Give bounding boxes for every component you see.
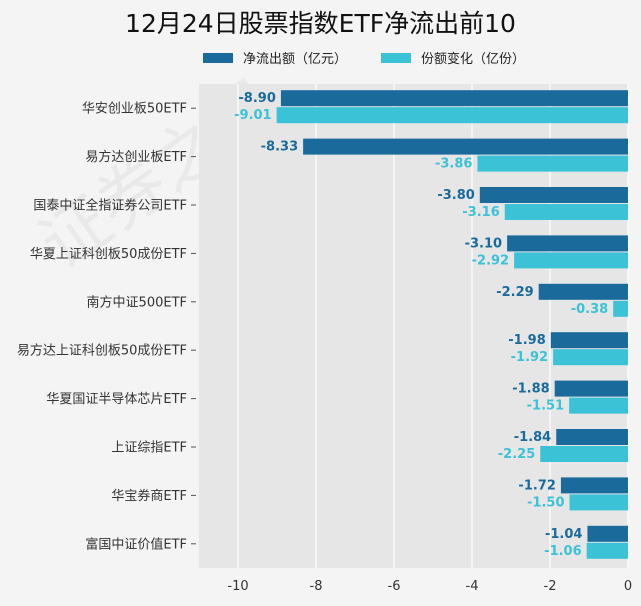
data-label: -0.38	[571, 302, 608, 317]
category-label: 国泰中证全指证券公司ETF	[33, 198, 187, 214]
category-label: 易方达创业板ETF	[85, 149, 187, 165]
data-label: -1.98	[508, 333, 545, 348]
data-label: -1.84	[514, 430, 551, 445]
bar-share-change	[613, 300, 628, 317]
bar-outflow	[554, 380, 628, 397]
bar-share-change	[504, 204, 628, 220]
category-label: 富国中证价值ETF	[85, 536, 187, 552]
category-label: 南方中证500ETF	[87, 294, 187, 310]
legend-label-outflow: 净流出额（亿元）	[243, 52, 348, 67]
category-label: 华安创业板50ETF	[82, 102, 187, 117]
legend-label-share-change: 份额变化（亿份）	[421, 52, 526, 67]
bar-share-change	[553, 349, 628, 366]
data-label: -2.29	[496, 285, 533, 300]
data-label: -1.88	[512, 382, 549, 397]
bar-outflow	[560, 477, 628, 494]
data-label: -3.16	[462, 205, 499, 220]
data-label: -1.72	[518, 478, 555, 493]
data-label: -1.06	[544, 544, 581, 559]
bar-outflow	[587, 525, 628, 542]
bar-outflow	[538, 283, 628, 300]
bar-outflow	[556, 429, 628, 445]
category-label: 易方达上证科创板50成份ETF	[17, 343, 187, 359]
bar-outflow	[550, 332, 628, 349]
data-label: -1.51	[527, 399, 564, 414]
x-tick-label: -4	[466, 579, 479, 594]
data-label: -1.50	[527, 495, 564, 510]
data-label: -3.80	[437, 188, 474, 203]
legend-swatch-share-change	[381, 52, 412, 63]
data-label: -8.90	[238, 91, 275, 106]
bar-outflow	[507, 235, 628, 252]
data-label: -1.92	[511, 350, 548, 365]
x-tick-label: 0	[624, 579, 632, 594]
bar-outflow	[479, 187, 628, 203]
data-label: -3.86	[435, 157, 472, 172]
x-tick-label: -2	[544, 579, 557, 594]
category-label: 上证综指ETF	[111, 441, 187, 456]
bar-outflow	[303, 138, 628, 155]
legend-item-share-change: 份额变化（亿份）	[381, 48, 525, 67]
bar-share-change	[569, 494, 628, 511]
data-label: -9.01	[234, 108, 271, 123]
bar-share-change	[276, 107, 628, 124]
x-tick-label: -10	[227, 579, 248, 594]
chart-title: 12月24日股票指数ETF净流出前10	[125, 9, 516, 38]
category-label: 华宝券商ETF	[111, 488, 187, 504]
legend-item-outflow: 净流出额（亿元）	[203, 48, 347, 67]
bar-share-change	[586, 542, 628, 559]
data-label: -1.04	[545, 527, 582, 542]
legend: 净流出额（亿元） 份额变化（亿份）	[203, 48, 525, 67]
data-label: -3.10	[465, 236, 502, 251]
category-label: 华夏上证科创板50成份ETF	[30, 247, 187, 262]
category-label: 华夏国证半导体芯片ETF	[46, 392, 187, 407]
data-label: -2.92	[472, 253, 509, 268]
legend-swatch-outflow	[203, 52, 233, 63]
bar-outflow	[280, 90, 628, 107]
x-tick-label: -6	[388, 579, 401, 594]
data-label: -8.33	[261, 140, 298, 155]
bar-share-change	[477, 155, 628, 172]
data-label: -2.25	[498, 447, 535, 462]
bar-share-change	[540, 446, 628, 462]
bar-share-change	[514, 252, 628, 269]
bar-share-change	[569, 397, 628, 414]
x-tick-label: -8	[310, 579, 323, 594]
